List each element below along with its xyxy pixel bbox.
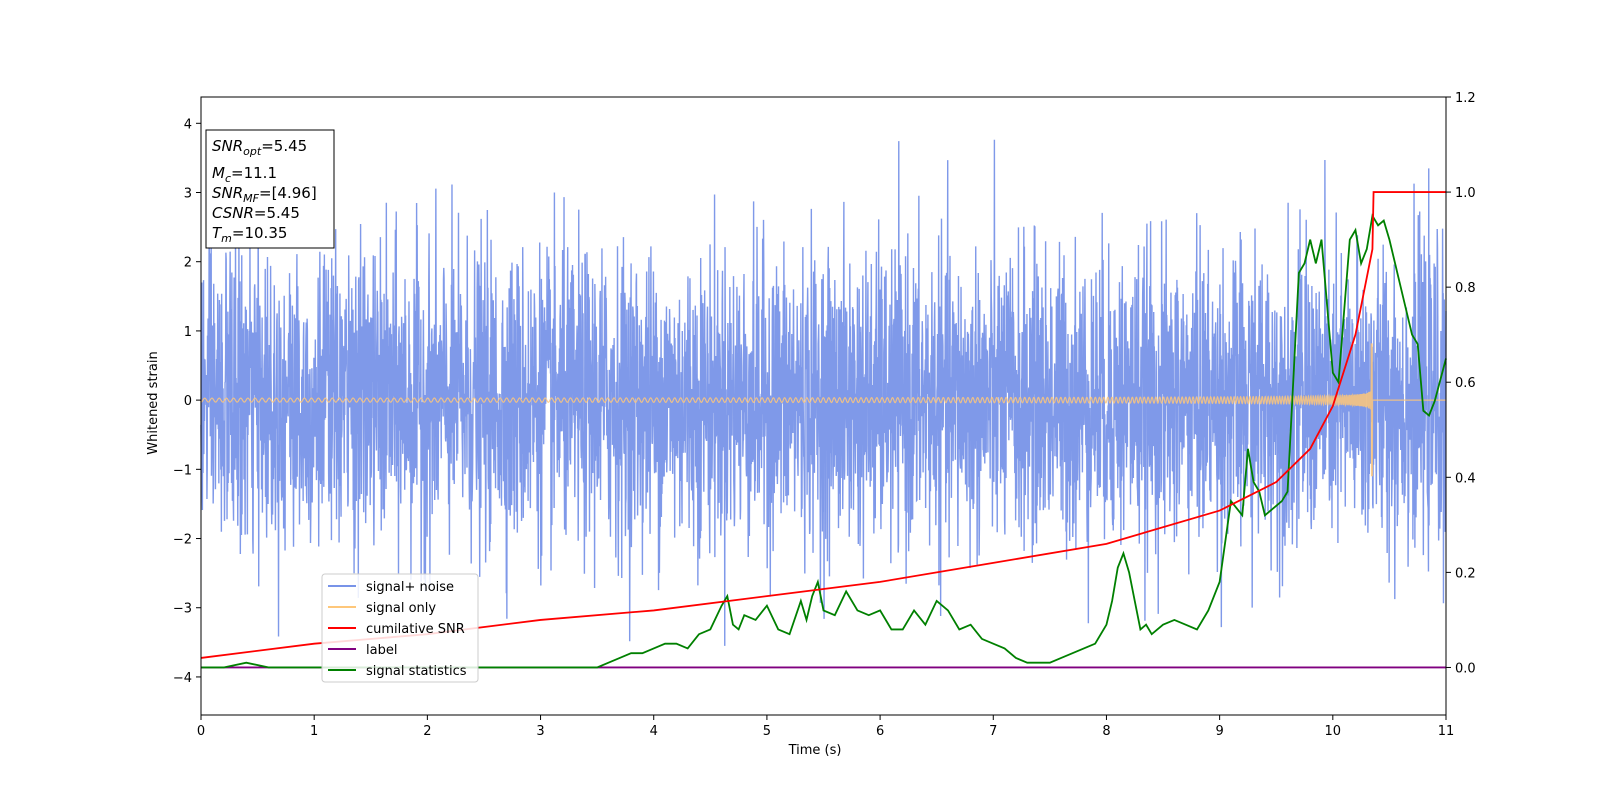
y-tick-label: 0 xyxy=(184,394,192,409)
tm-sub: m xyxy=(221,232,232,245)
x-tick-label: 2 xyxy=(423,724,431,739)
annotation-frame xyxy=(205,129,335,249)
x-tick-label: 4 xyxy=(650,724,658,739)
x-tick-label: 5 xyxy=(763,724,771,739)
series-signal-only xyxy=(200,343,1446,477)
snr-opt-value: =5.45 xyxy=(261,137,307,155)
stats-annotation-box: SNRopt=5.45 Mc=11.1 SNRMF=[4.96] CSNR=5.… xyxy=(205,129,335,249)
annotation-snr-opt: SNRopt=5.45 xyxy=(212,137,307,158)
y-tick-label: −1 xyxy=(173,463,192,478)
tm-base: T xyxy=(212,224,223,242)
annotation-mc: Mc=11.1 xyxy=(212,164,277,185)
legend-label-signal-statistics: signal statistics xyxy=(366,664,467,679)
x-tick-label: 11 xyxy=(1438,724,1455,739)
y-tick-label: −3 xyxy=(173,602,192,617)
csnr-value: =5.45 xyxy=(254,204,300,222)
x-tick-label: 7 xyxy=(989,724,997,739)
legend: signal+ noise signal only cumilative SNR… xyxy=(321,573,479,683)
x-tick-label: 1 xyxy=(310,724,318,739)
y2-tick-label: 1.0 xyxy=(1455,186,1476,201)
snr-mf-sub: MF xyxy=(243,192,259,205)
series-signal-statistics xyxy=(201,213,1447,669)
y-tick-label: 4 xyxy=(184,117,192,132)
snr-opt-base: SNR xyxy=(212,137,243,155)
x-tick-label: 8 xyxy=(1102,724,1110,739)
y-tick-label: 2 xyxy=(184,256,192,271)
plot-frame xyxy=(200,96,1447,716)
y2-tick-label: 1.2 xyxy=(1455,91,1476,106)
legend-label-signal-noise: signal+ noise xyxy=(366,580,454,595)
mc-sub: c xyxy=(225,172,231,185)
y2-tick-label: 0.2 xyxy=(1455,566,1476,581)
snr-mf-value: =[4.96] xyxy=(259,184,317,202)
legend-label-cumulative-snr: cumilative SNR xyxy=(366,622,465,637)
y-tick-label: 3 xyxy=(184,187,192,202)
legend-frame xyxy=(321,573,479,683)
mc-value: =11.1 xyxy=(231,164,277,182)
mc-base: M xyxy=(212,164,225,182)
legend-label-label: label xyxy=(366,643,397,658)
x-axis-label: Time (s) xyxy=(788,743,842,758)
y-tick-label: −2 xyxy=(173,533,192,548)
axes-layer: 0 1 2 3 4 5 6 7 8 9 10 1143210−1−2−3−41.21.00.80.60… xyxy=(173,91,1476,739)
x-tick-label: 9 xyxy=(1215,724,1223,739)
y-tick-label: −4 xyxy=(173,671,192,686)
y2-tick-label: 0.6 xyxy=(1455,376,1476,391)
y2-tick-label: 0.8 xyxy=(1455,281,1476,296)
y-axis-label: Whitened strain xyxy=(146,351,161,454)
x-tick-label: 6 xyxy=(876,724,884,739)
csnr-base: CSNR xyxy=(212,204,254,222)
snr-opt-sub: opt xyxy=(243,145,262,158)
x-tick-label: 3 xyxy=(536,724,544,739)
y2-tick-label: 0.0 xyxy=(1455,661,1476,676)
annotation-csnr: CSNR=5.45 xyxy=(212,204,300,222)
series-signal-noise xyxy=(200,139,1447,646)
legend-label-signal-only: signal only xyxy=(366,601,436,616)
annotation-snr-mf: SNRMF=[4.96] xyxy=(212,184,317,205)
series-cumulative-snr xyxy=(200,191,1446,659)
y-tick-label: 1 xyxy=(184,325,192,340)
annotation-tm: Tm=10.35 xyxy=(212,224,287,245)
tm-value: =10.35 xyxy=(232,224,288,242)
snr-mf-base: SNR xyxy=(212,184,243,202)
x-tick-label: 0 xyxy=(197,724,205,739)
x-tick-label: 10 xyxy=(1325,724,1342,739)
y2-tick-label: 0.4 xyxy=(1455,471,1476,486)
